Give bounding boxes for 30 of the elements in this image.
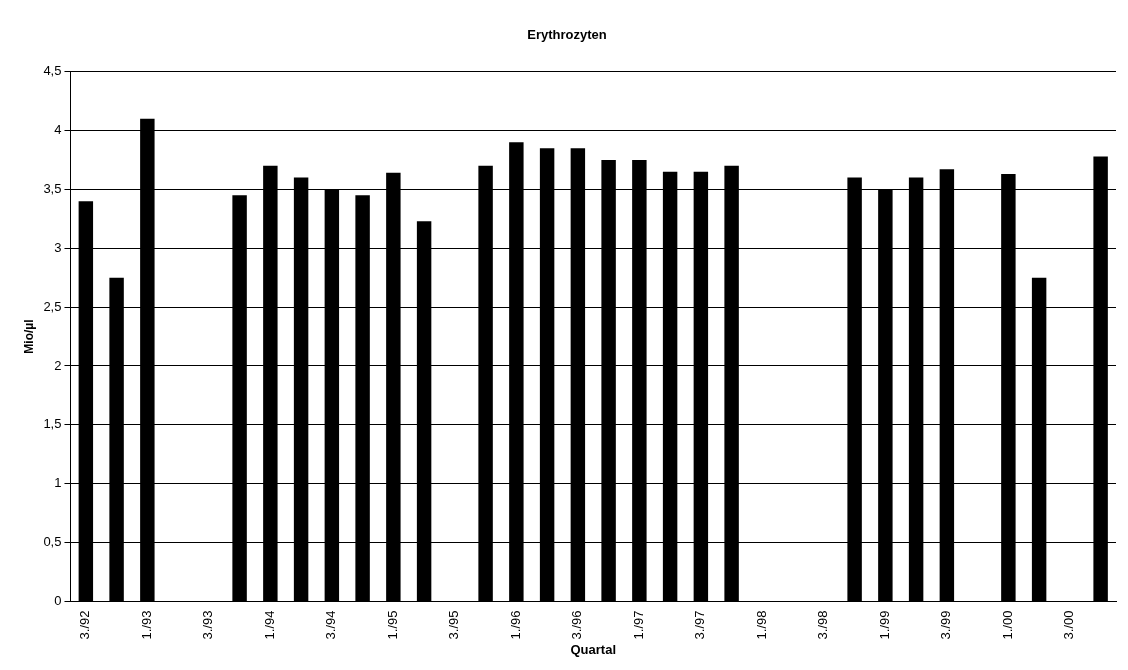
x-tick-label: 1./96	[507, 610, 523, 640]
y-tick-label: 4	[54, 122, 62, 138]
x-tick-label: 1./00	[999, 610, 1015, 640]
y-tick-label: 4,5	[43, 63, 62, 79]
x-tick-label: 1./93	[138, 610, 154, 640]
x-tick-label: 3./93	[200, 610, 216, 640]
x-tick-label: 3./98	[815, 610, 831, 640]
x-tick-label: 1./99	[876, 610, 892, 640]
x-axis-title: Quartal	[570, 641, 616, 657]
x-tick-label: 3./99	[938, 610, 954, 640]
y-tick-label: 0,5	[43, 534, 62, 550]
x-tick-label: 3./97	[692, 610, 708, 640]
y-tick-label: 2,5	[43, 298, 62, 314]
x-tick-label: 3./00	[1061, 610, 1077, 640]
x-tick-label: 3./96	[569, 610, 585, 640]
chart-title: Erythrozyten	[527, 27, 607, 43]
x-tick-label: 1./95	[384, 610, 400, 640]
y-tick-label: 2	[54, 357, 62, 373]
x-tick-label: 1./97	[630, 610, 646, 640]
x-tick-label: 3./92	[77, 610, 93, 640]
y-tick-label: 1,5	[43, 416, 62, 432]
y-tick-label: 1	[54, 475, 62, 491]
x-tick-label: 3./95	[446, 610, 462, 640]
x-tick-label: 1./98	[753, 610, 769, 640]
y-tick-label: 3	[54, 239, 62, 255]
y-tick-label: 0	[54, 593, 62, 609]
x-tick-label: 1./94	[261, 610, 277, 640]
x-tick-label: 3./94	[323, 610, 339, 640]
y-tick-label: 3,5	[43, 180, 62, 196]
y-axis-title: Mio/µl	[21, 319, 36, 354]
